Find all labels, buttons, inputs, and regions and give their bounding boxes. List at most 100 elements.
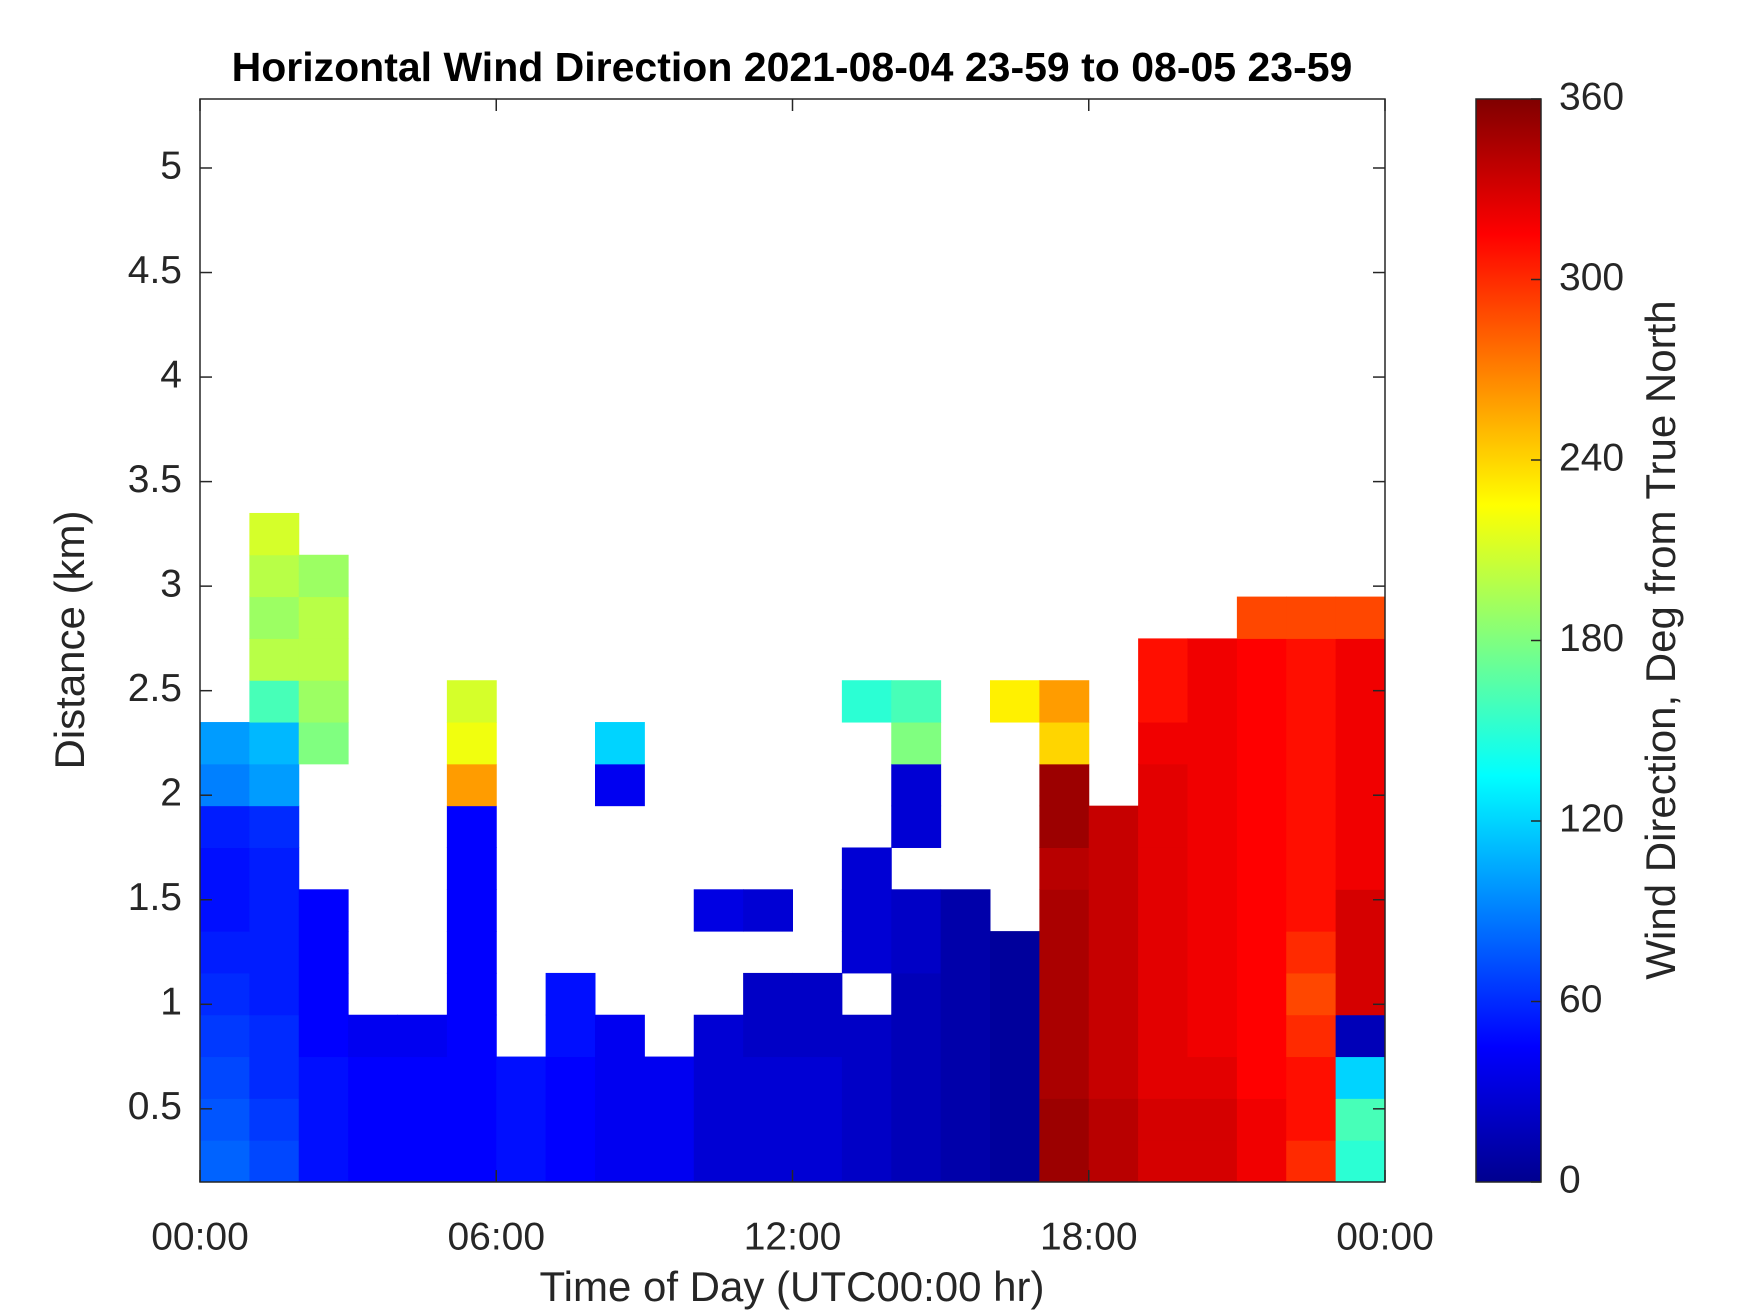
heatmap-cell	[595, 1014, 645, 1058]
y-tick-label: 3.5	[128, 458, 182, 501]
heatmap-cell	[1138, 1098, 1188, 1141]
heatmap-cell	[743, 972, 793, 1016]
heatmap-cell	[1088, 805, 1139, 848]
heatmap-cell	[1187, 805, 1238, 848]
heatmap-cell	[1286, 1014, 1337, 1058]
heatmap-cell	[397, 1098, 448, 1141]
x-tick-label: 00:00	[1336, 1215, 1434, 1258]
heatmap-cell	[446, 805, 497, 848]
heatmap-cell	[249, 512, 300, 556]
heatmap-cell	[990, 931, 1040, 974]
heatmap-cell	[249, 847, 300, 890]
heatmap-cell	[595, 763, 645, 807]
heatmap-cell	[1088, 889, 1139, 932]
heatmap-cell	[1286, 931, 1337, 974]
heatmap-cell	[298, 972, 349, 1016]
heatmap-cell	[940, 931, 991, 974]
heatmap-cell	[1187, 638, 1238, 681]
heatmap-cell	[1335, 1056, 1386, 1099]
chart-title: Horizontal Wind Direction 2021-08-04 23-…	[232, 44, 1353, 90]
heatmap-cell	[200, 1098, 250, 1141]
heatmap-cell	[743, 1140, 793, 1183]
heatmap-cell	[1138, 1140, 1188, 1183]
heatmap-cell	[1286, 1098, 1337, 1141]
colorbar-tick-label: 360	[1559, 75, 1624, 118]
heatmap-cell	[1138, 1014, 1188, 1058]
heatmap-cell	[1236, 847, 1287, 890]
heatmap-cell	[1236, 638, 1287, 681]
x-tick-label: 18:00	[1040, 1215, 1138, 1258]
heatmap-cell	[446, 889, 497, 932]
heatmap-cell	[1187, 972, 1238, 1016]
heatmap-cell	[446, 972, 497, 1016]
heatmap-cell	[1088, 1056, 1139, 1099]
heatmap-cell	[693, 889, 744, 932]
heatmap-cell	[397, 1014, 448, 1058]
heatmap-cell	[1187, 1014, 1238, 1058]
heatmap-cell	[1236, 722, 1287, 765]
heatmap-cell	[1236, 1140, 1287, 1183]
heatmap-cell	[841, 1098, 892, 1141]
heatmap-cell	[1039, 847, 1090, 890]
heatmap-cell	[891, 889, 942, 932]
x-axis-label: Time of Day (UTC00:00 hr)	[540, 1263, 1045, 1310]
heatmap-cell	[940, 1056, 991, 1099]
heatmap-cell	[545, 1014, 596, 1058]
heatmap-cell	[446, 1014, 497, 1058]
heatmap-cell	[1335, 680, 1386, 723]
heatmap-cell	[397, 1140, 448, 1183]
heatmap-cell	[1088, 1014, 1139, 1058]
heatmap-cell	[1286, 805, 1337, 848]
heatmap-cell	[1335, 638, 1386, 681]
heatmap-cell	[298, 554, 349, 598]
heatmap-cell	[1236, 931, 1287, 974]
heatmap-cell	[348, 1140, 398, 1183]
heatmap-cell	[1335, 972, 1386, 1016]
y-axis-label: Distance (km)	[46, 510, 93, 769]
heatmap-cell	[446, 680, 497, 723]
heatmap-cell	[693, 1056, 744, 1099]
heatmap-cell	[249, 1014, 300, 1058]
heatmap-cell	[1187, 722, 1238, 765]
heatmap-cell	[743, 889, 793, 932]
heatmap-cell	[891, 763, 942, 807]
heatmap-cell	[1138, 1056, 1188, 1099]
heatmap-cell	[940, 1014, 991, 1058]
heatmap-cell	[891, 1056, 942, 1099]
heatmap-cell	[1039, 763, 1090, 807]
colorbar-tick-label: 60	[1559, 978, 1602, 1021]
heatmap-cell	[348, 1098, 398, 1141]
colorbar-label: Wind Direction, Deg from True North	[1637, 300, 1684, 979]
heatmap-cell	[298, 722, 349, 765]
colorbar-tick-label: 180	[1559, 617, 1624, 660]
heatmap-cell	[1286, 680, 1337, 723]
heatmap-cell	[1039, 972, 1090, 1016]
y-tick-label: 1.5	[128, 876, 182, 919]
heatmap-cell	[841, 889, 892, 932]
heatmap-cell	[1187, 889, 1238, 932]
heatmap-cell	[1039, 1140, 1090, 1183]
heatmap-cell	[249, 638, 300, 681]
heatmap-cell	[891, 931, 942, 974]
heatmap-cell	[1039, 1098, 1090, 1141]
heatmap-cell	[545, 1140, 596, 1183]
heatmap-cell	[1335, 1140, 1386, 1183]
heatmap-cell	[446, 847, 497, 890]
heatmap-cell	[644, 1140, 695, 1183]
heatmap-cell	[841, 847, 892, 890]
heatmap-cell	[1236, 972, 1287, 1016]
heatmap-cell	[1088, 1098, 1139, 1141]
colorbar-tick-label: 0	[1559, 1158, 1581, 1201]
heatmap-cell	[496, 1098, 547, 1141]
heatmap-cell	[743, 1056, 793, 1099]
heatmap-cell	[1286, 638, 1337, 681]
heatmap-cell	[1088, 847, 1139, 890]
heatmap-cell	[298, 638, 349, 681]
heatmap-cell	[1187, 763, 1238, 807]
heatmap-cell	[298, 1140, 349, 1183]
heatmap-cell	[891, 1140, 942, 1183]
heatmap-cell	[990, 1014, 1040, 1058]
heatmap-cell	[1088, 931, 1139, 974]
heatmap-cell	[446, 931, 497, 974]
heatmap-cell	[496, 1140, 547, 1183]
